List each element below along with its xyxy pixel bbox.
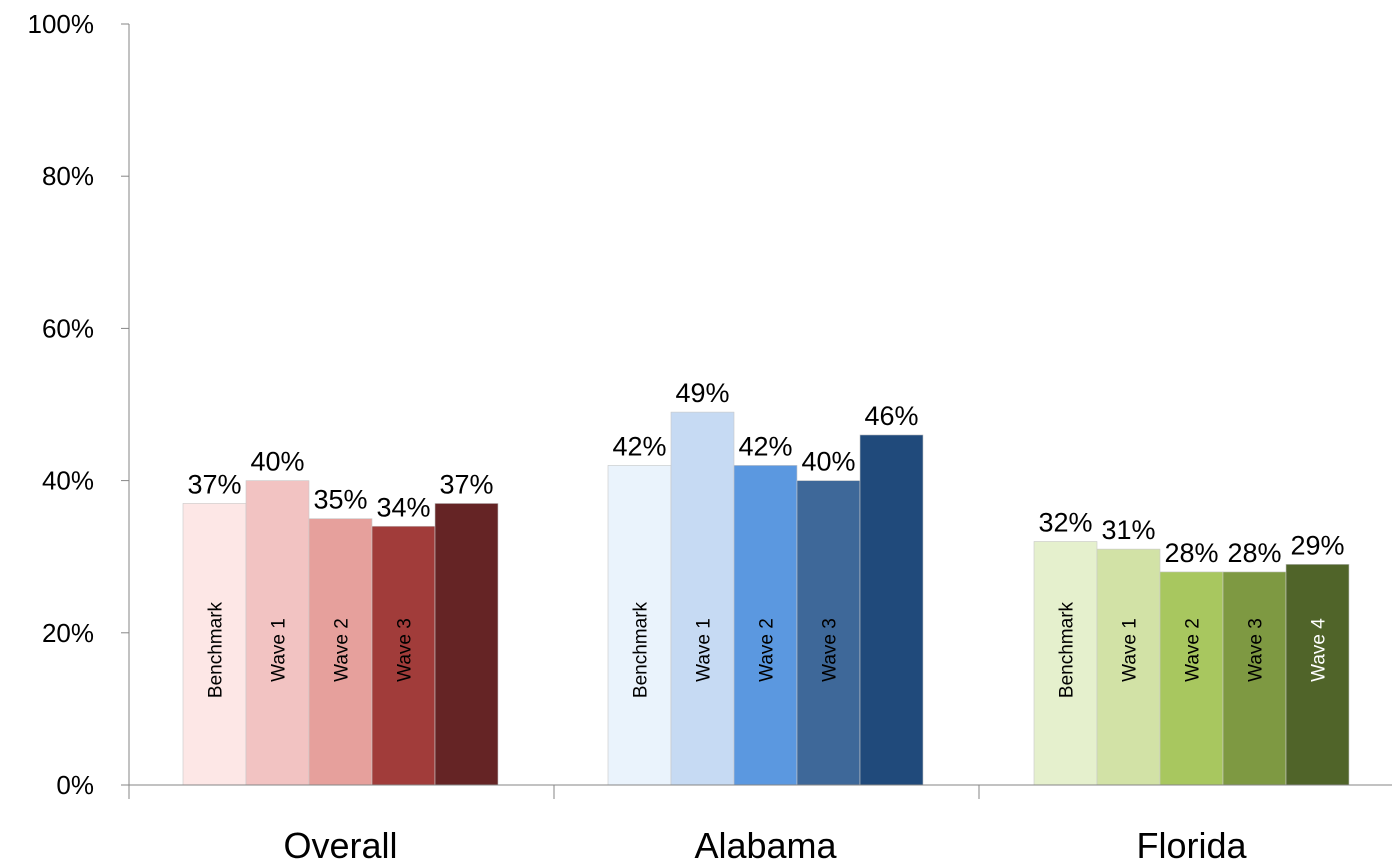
- bar-series-label: Benchmark: [631, 601, 652, 698]
- bar: [1222, 571, 1287, 786]
- bar: [308, 518, 373, 786]
- y-tick-label: 20%: [42, 618, 94, 648]
- bar-value-label: 34%: [376, 492, 430, 522]
- y-tick-label: 40%: [42, 466, 94, 496]
- bar: [1096, 548, 1161, 786]
- bar: [670, 411, 735, 786]
- bar-value-label: 37%: [187, 469, 241, 499]
- bar-series-label: Wave 3: [1246, 618, 1267, 682]
- bar: [371, 525, 436, 786]
- bar-series-label: Wave 3: [820, 618, 841, 682]
- bar-series-label: Benchmark: [1057, 601, 1078, 698]
- bar-value-label: 40%: [801, 447, 855, 477]
- bar-value-label: 31%: [1101, 515, 1155, 545]
- y-tick-label: 0%: [56, 770, 94, 800]
- bar: [733, 465, 798, 786]
- bar-series-label: Wave 2: [1183, 618, 1204, 682]
- bar-value-label: 42%: [612, 431, 666, 461]
- bar-value-label: 28%: [1227, 538, 1281, 568]
- bar-series-label: Benchmark: [206, 601, 227, 698]
- bar-series-label: Wave 2: [757, 618, 778, 682]
- bar: [434, 503, 499, 786]
- y-tick-label: 100%: [28, 9, 95, 39]
- bar: [1033, 541, 1098, 786]
- x-category-label: Florida: [1136, 825, 1247, 863]
- bar-value-label: 28%: [1164, 538, 1218, 568]
- bar: [245, 480, 310, 786]
- bar-value-label: 49%: [675, 378, 729, 408]
- x-category-label: Alabama: [694, 825, 837, 863]
- bar-series-label: Wave 1: [1120, 618, 1141, 682]
- bar-series-label: Wave 1: [269, 618, 290, 682]
- bar-series-label: Wave 4: [1309, 618, 1330, 682]
- bar-series-label: Wave 3: [395, 618, 416, 682]
- bar-value-label: 42%: [738, 431, 792, 461]
- bar-value-label: 46%: [864, 401, 918, 431]
- x-category-label: Overall: [283, 825, 397, 863]
- bar-value-label: 32%: [1038, 507, 1092, 537]
- bar: [607, 465, 672, 786]
- bar-value-label: 37%: [439, 469, 493, 499]
- bar-series-label: Wave 1: [694, 618, 715, 682]
- bar: [1159, 571, 1224, 786]
- bar: [859, 434, 924, 786]
- bar: [796, 480, 861, 786]
- bar-value-label: 35%: [313, 485, 367, 515]
- bar-series-label: Wave 2: [332, 618, 353, 682]
- bar-value-label: 29%: [1290, 530, 1344, 560]
- y-tick-label: 60%: [42, 313, 94, 343]
- bar-value-label: 40%: [250, 447, 304, 477]
- bar: [1285, 564, 1350, 786]
- y-tick-label: 80%: [42, 161, 94, 191]
